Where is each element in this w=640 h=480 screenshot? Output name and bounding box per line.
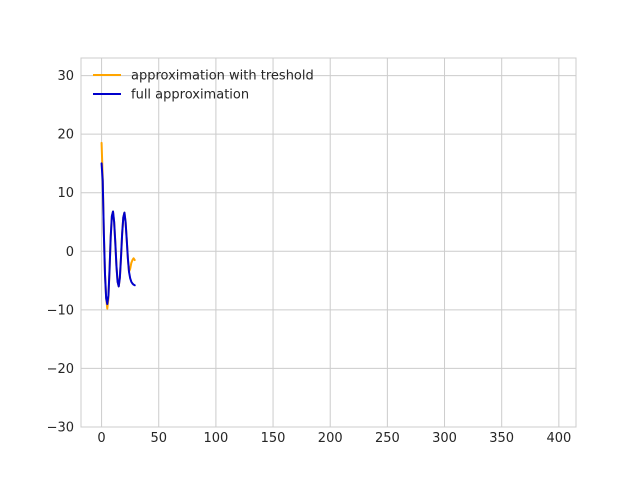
y-tick-label: −20 <box>47 362 74 377</box>
y-tick-label: −10 <box>47 303 74 318</box>
x-tick-label: 100 <box>203 431 228 446</box>
legend-label: approximation with treshold <box>131 69 314 84</box>
y-tick-label: 0 <box>66 245 74 260</box>
plot-frame <box>80 57 577 428</box>
x-tick-label: 150 <box>261 431 286 446</box>
y-tick-label: 30 <box>57 69 74 84</box>
series-line-full <box>100 162 136 305</box>
y-tick-label: −30 <box>47 421 74 436</box>
x-tick-label: 0 <box>97 431 105 446</box>
x-tick-label: 250 <box>375 431 400 446</box>
y-tick-label: 20 <box>57 128 74 143</box>
series-lines <box>100 141 136 310</box>
grid-lines <box>81 58 576 428</box>
x-tick-label: 400 <box>546 431 571 446</box>
x-tick-label: 50 <box>150 431 167 446</box>
x-tick-label: 200 <box>318 431 343 446</box>
legend: approximation with treshold full approxim… <box>93 69 314 103</box>
x-tick-label: 350 <box>489 431 514 446</box>
y-tick-label: 10 <box>57 186 74 201</box>
legend-label: full approximation <box>131 88 249 103</box>
axis-ticks: 0 50 100 150 200 250 300 350 400 −30 −20 −10 0 10 20 30 <box>47 69 572 446</box>
x-tick-label: 300 <box>432 431 457 446</box>
